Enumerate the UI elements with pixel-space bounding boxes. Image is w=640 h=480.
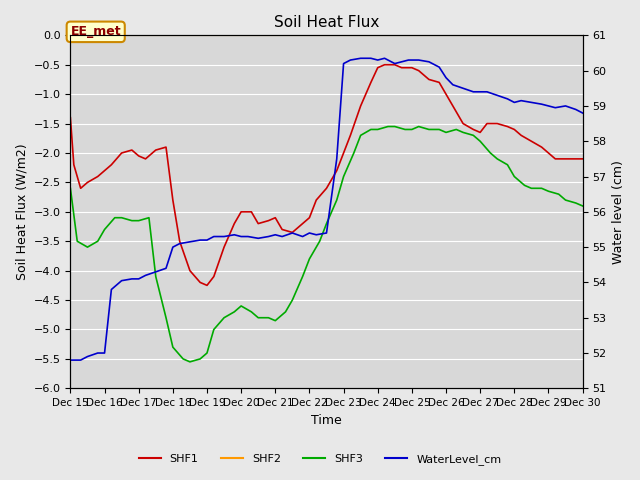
Title: Soil Heat Flux: Soil Heat Flux: [274, 15, 379, 30]
Text: EE_met: EE_met: [70, 25, 121, 38]
X-axis label: Time: Time: [311, 414, 342, 427]
Legend: SHF1, SHF2, SHF3, WaterLevel_cm: SHF1, SHF2, SHF3, WaterLevel_cm: [134, 450, 506, 469]
Y-axis label: Water level (cm): Water level (cm): [612, 160, 625, 264]
Y-axis label: Soil Heat Flux (W/m2): Soil Heat Flux (W/m2): [15, 144, 28, 280]
